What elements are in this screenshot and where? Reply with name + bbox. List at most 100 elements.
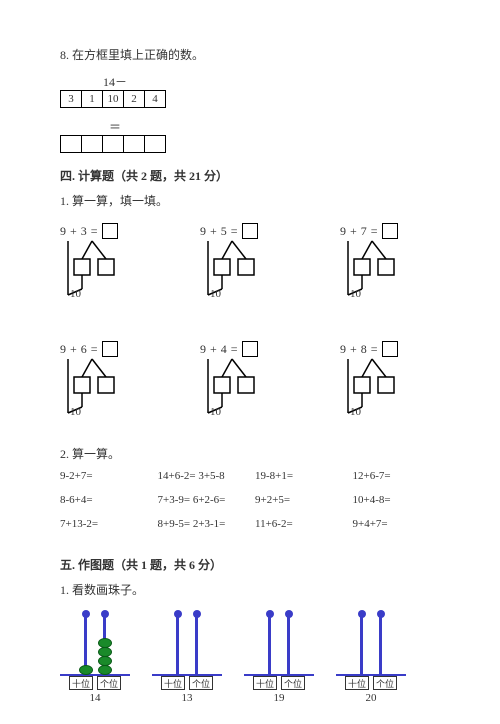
abacus-rods: [60, 614, 130, 674]
arith-expr: 9+4+7=: [353, 518, 451, 530]
sec4-q2: 2. 算一算。: [60, 445, 450, 462]
arith-grid: 9-2+7=14+6-2= 3+5-819-8+1=12+6-7=8-6+4=7…: [60, 470, 450, 542]
abacus: 十位 个位 13: [152, 614, 222, 704]
plus-icon: +: [350, 224, 357, 239]
abacus-base: 十位 个位: [336, 674, 406, 690]
decomp-eq: 9 + 5 =: [200, 223, 310, 239]
decomp-eq: 9 + 7 =: [340, 223, 450, 239]
svg-text:10: 10: [70, 406, 82, 417]
decomp-a: 9: [60, 224, 66, 239]
arith-expr: 8-6+4=: [60, 494, 158, 506]
decomp-tree-icon: 10: [340, 357, 450, 417]
ones-slot: 个位: [373, 676, 397, 690]
bead-icon: [98, 665, 112, 675]
q8-blank[interactable]: [123, 135, 145, 153]
abacus-number: 13: [152, 692, 222, 704]
q8-cells-row: 3 1 10 2 4: [60, 90, 450, 108]
decomp-diagram: 9 + 8 = 10: [340, 341, 450, 429]
decomp-diagram: 9 + 3 = 10: [60, 223, 170, 311]
arith-expr: 10+4-8=: [353, 494, 451, 506]
decomp-tree-icon: 10: [200, 239, 310, 299]
equals-icon: =: [91, 342, 98, 357]
equals-icon: =: [371, 342, 378, 357]
decomp-b: 5: [221, 224, 227, 239]
answer-box[interactable]: [382, 223, 398, 239]
ones-rod: [379, 614, 382, 674]
ones-slot: 个位: [189, 676, 213, 690]
decomp-b: 6: [81, 342, 87, 357]
abacus-rods: [152, 614, 222, 674]
tens-slot: 十位: [253, 676, 277, 690]
decomp-a: 9: [340, 342, 346, 357]
tens-rod: [176, 614, 179, 674]
q8-cell: 10: [102, 90, 124, 108]
q8-blank[interactable]: [81, 135, 103, 153]
abacus-number: 19: [244, 692, 314, 704]
arith-expr: 7+13-2=: [60, 518, 158, 530]
decomp-row: 9 + 3 = 10 9 + 5 =: [60, 223, 450, 429]
abacus-rods: [336, 614, 406, 674]
decomp-diagram: 9 + 4 = 10: [200, 341, 310, 429]
answer-box[interactable]: [242, 341, 258, 357]
q8-cell: 3: [60, 90, 82, 108]
tens-slot: 十位: [161, 676, 185, 690]
answer-box[interactable]: [382, 341, 398, 357]
rod-tip-icon: [174, 610, 182, 618]
decomp-a: 9: [200, 342, 206, 357]
abacus: 十位 个位 20: [336, 614, 406, 704]
decomp-tree-icon: 10: [340, 239, 450, 299]
arith-expr: 14+6-2= 3+5-8: [158, 470, 256, 482]
abacus-rods: [244, 614, 314, 674]
decomp-diagram: 9 + 7 = 10: [340, 223, 450, 311]
sec5-head: 五. 作图题（共 1 题，共 6 分）: [60, 556, 450, 573]
sec4-head: 四. 计算题（共 2 题，共 21 分）: [60, 167, 450, 184]
equals-icon: =: [231, 342, 238, 357]
answer-box[interactable]: [102, 223, 118, 239]
tens-rod: [268, 614, 271, 674]
arith-expr: 19-8+1=: [255, 470, 353, 482]
q8-blank[interactable]: [144, 135, 166, 153]
tens-slot: 十位: [69, 676, 93, 690]
decomp-b: 4: [221, 342, 227, 357]
rod-tip-icon: [82, 610, 90, 618]
q8-top-expr: 14－: [60, 73, 170, 90]
rod-tip-icon: [285, 610, 293, 618]
ones-slot: 个位: [97, 676, 121, 690]
abacus: 十位 个位 19: [244, 614, 314, 704]
rod-tip-icon: [193, 610, 201, 618]
plus-icon: +: [210, 224, 217, 239]
decomp-a: 9: [60, 342, 66, 357]
rod-tip-icon: [101, 610, 109, 618]
arith-expr: 12+6-7=: [353, 470, 451, 482]
decomp-tree-icon: 10: [60, 357, 170, 417]
decomp-diagram: 9 + 5 = 10: [200, 223, 310, 311]
decomp-diagram: 9 + 6 = 10: [60, 341, 170, 429]
decomp-tree-icon: 10: [60, 239, 170, 299]
abacus-number: 14: [60, 692, 130, 704]
abacus: 十位 个位 14: [60, 614, 130, 704]
rod-tip-icon: [358, 610, 366, 618]
q8-cell: 4: [144, 90, 166, 108]
equals-icon: =: [231, 224, 238, 239]
decomp-b: 3: [81, 224, 87, 239]
bead-icon: [79, 665, 93, 675]
q8-blank[interactable]: [102, 135, 124, 153]
tens-slot: 十位: [345, 676, 369, 690]
q8-eq: ＝: [60, 118, 170, 135]
arith-expr: 9-2+7=: [60, 470, 158, 482]
arith-expr: 7+3-9= 6+2-6=: [158, 494, 256, 506]
abacus-base: 十位 个位: [60, 674, 130, 690]
ones-rod: [287, 614, 290, 674]
decomp-a: 9: [340, 224, 346, 239]
answer-box[interactable]: [242, 223, 258, 239]
svg-text:10: 10: [70, 288, 82, 299]
plus-icon: +: [350, 342, 357, 357]
plus-icon: +: [70, 342, 77, 357]
arith-expr: 8+9-5= 2+3-1=: [158, 518, 256, 530]
tens-rod: [84, 614, 87, 674]
q8-cell: 1: [81, 90, 103, 108]
q8-blank[interactable]: [60, 135, 82, 153]
ones-rod: [195, 614, 198, 674]
answer-box[interactable]: [102, 341, 118, 357]
arith-expr: 9+2+5=: [255, 494, 353, 506]
